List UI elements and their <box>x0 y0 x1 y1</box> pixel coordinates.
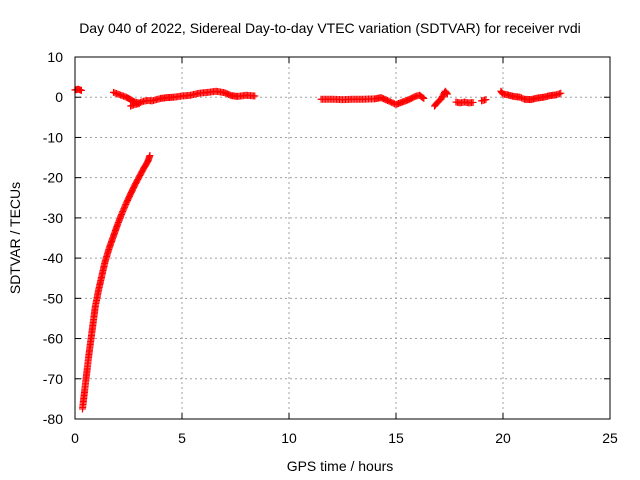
y-tick-label: -20 <box>43 170 63 186</box>
y-tick-label: -40 <box>43 250 63 266</box>
y-tick-label: -30 <box>43 210 63 226</box>
data-point <box>420 94 428 102</box>
y-axis-label: SDTVAR / TECUs <box>7 182 23 294</box>
series-segment <box>78 152 154 413</box>
series-segment <box>71 85 85 94</box>
data-point <box>469 98 477 106</box>
grid <box>75 57 610 419</box>
series-segment <box>317 91 428 108</box>
data-series <box>71 85 565 413</box>
x-tick-label: 10 <box>281 430 297 446</box>
x-axis-label: GPS time / hours <box>287 458 394 474</box>
data-point <box>146 152 154 160</box>
y-tick-label: -10 <box>43 129 63 145</box>
x-tick-label: 20 <box>495 430 511 446</box>
data-point <box>135 100 143 108</box>
data-point <box>251 92 259 100</box>
x-tick-label: 0 <box>71 430 79 446</box>
y-tick-label: -50 <box>43 290 63 306</box>
data-point <box>482 96 490 104</box>
data-point <box>77 86 85 94</box>
data-point <box>419 94 427 102</box>
x-tick-label: 25 <box>602 430 618 446</box>
y-tick-label: 0 <box>55 89 63 105</box>
y-tick-label: 10 <box>47 49 63 65</box>
x-tick-label: 15 <box>388 430 404 446</box>
series-segment <box>431 87 451 110</box>
data-point <box>443 90 451 98</box>
y-tick-label: -80 <box>43 411 63 427</box>
plot-frame <box>74 56 611 420</box>
chart-title: Day 040 of 2022, Sidereal Day-to-day VTE… <box>79 20 581 36</box>
y-tick-label: -70 <box>43 371 63 387</box>
data-point <box>557 89 565 97</box>
series-segment <box>452 98 477 107</box>
series-segment <box>127 100 143 110</box>
x-tick-label: 5 <box>178 430 186 446</box>
series-segment <box>497 87 565 104</box>
axis-ticks: 0 5 10 15 20 25 -80 -70 -60 -50 -40 -30 -20 -10 0 10 <box>43 49 618 446</box>
y-tick-label: -60 <box>43 331 63 347</box>
data-point <box>443 89 451 97</box>
series-segment <box>478 96 490 105</box>
